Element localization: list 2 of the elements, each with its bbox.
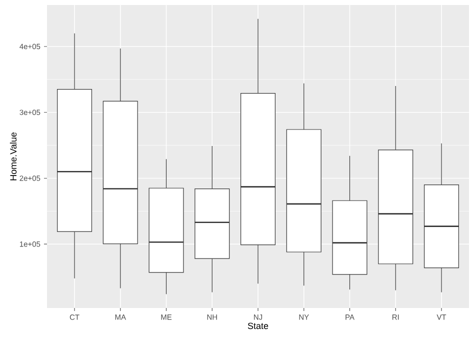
- y-axis-title: Home.Value: [10, 132, 17, 180]
- x-axis-title: State: [248, 322, 268, 330]
